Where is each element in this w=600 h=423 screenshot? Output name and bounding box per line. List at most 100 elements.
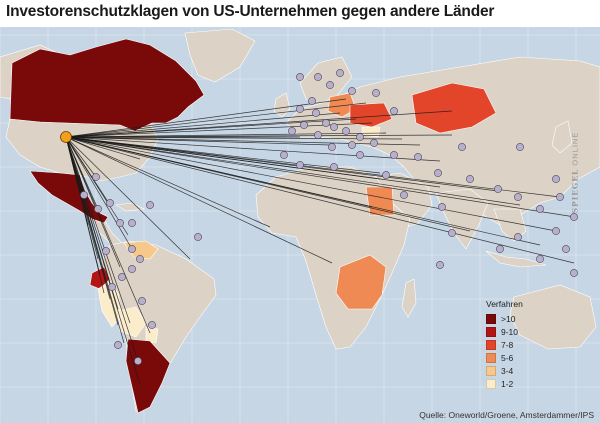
land-australia	[509, 284, 597, 350]
claim-route-line	[65, 136, 97, 178]
country-ukraine	[349, 102, 393, 128]
claim-marker	[458, 143, 466, 151]
country-romania	[361, 126, 381, 138]
claim-marker	[400, 191, 408, 199]
claim-route-line	[65, 136, 85, 196]
claim-marker	[102, 247, 110, 255]
claim-route-line	[65, 136, 271, 228]
legend-label: 9-10	[501, 326, 519, 337]
claim-route-line	[65, 136, 119, 326]
claim-marker	[136, 255, 144, 263]
claim-marker	[494, 185, 502, 193]
claim-marker	[128, 265, 136, 273]
claim-route-line	[65, 136, 333, 264]
claim-route-line	[65, 136, 131, 324]
claim-route-line	[65, 136, 89, 226]
claim-marker	[342, 127, 350, 135]
claim-route-line	[65, 136, 151, 334]
claim-marker	[308, 97, 316, 105]
claim-marker	[312, 109, 320, 117]
claim-marker	[296, 73, 304, 81]
claim-marker	[552, 175, 560, 183]
claim-route-line	[65, 136, 129, 236]
claim-route-line	[65, 136, 121, 268]
country-mexico	[29, 170, 109, 224]
land-cuba	[115, 202, 146, 212]
claim-marker	[414, 153, 422, 161]
claim-route-line	[65, 132, 387, 138]
claim-marker	[514, 233, 522, 241]
claim-marker	[296, 161, 304, 169]
country-kazakhstan	[411, 82, 497, 134]
claim-route-line	[65, 136, 561, 198]
claim-marker	[372, 89, 380, 97]
claim-marker	[328, 143, 336, 151]
claim-route-line	[65, 136, 331, 146]
claim-marker	[390, 107, 398, 115]
legend-swatch	[486, 365, 496, 376]
claim-marker	[314, 131, 322, 139]
watermark-brand: SPIEGEL	[570, 168, 580, 214]
claim-marker	[556, 193, 564, 201]
claim-marker	[106, 199, 114, 207]
country-drc	[335, 254, 387, 310]
legend-swatch	[486, 326, 496, 337]
watermark-suffix: ONLINE	[570, 131, 580, 166]
claim-marker	[326, 81, 334, 89]
claim-marker	[390, 151, 398, 159]
claim-marker	[118, 273, 126, 281]
claim-marker	[300, 121, 308, 129]
claim-markers	[80, 69, 578, 365]
legend-swatch	[486, 378, 496, 389]
claim-marker	[436, 261, 444, 269]
claim-marker	[92, 173, 100, 181]
spiegel-online-watermark: SPIEGEL ONLINE	[571, 132, 580, 214]
claim-marker	[536, 205, 544, 213]
claim-route-line	[65, 110, 453, 138]
legend-swatch	[486, 339, 496, 350]
claim-marker	[448, 229, 456, 237]
claim-route-line	[65, 136, 139, 362]
claim-route-line	[65, 136, 576, 218]
claim-marker	[552, 227, 560, 235]
map-canvas	[0, 27, 600, 423]
claim-route-line	[65, 136, 441, 188]
claim-marker	[348, 141, 356, 149]
claim-marker	[570, 269, 578, 277]
claim-marker	[356, 133, 364, 141]
legend-label: >10	[501, 313, 516, 324]
claim-marker	[194, 233, 202, 241]
claim-marker	[496, 245, 504, 253]
legend-swatch	[486, 313, 496, 324]
claim-marker	[108, 283, 116, 291]
land-japan	[551, 120, 573, 154]
claim-marker	[562, 245, 570, 253]
claim-route-line	[65, 136, 381, 174]
claim-marker	[514, 193, 522, 201]
claim-marker	[434, 169, 442, 177]
claim-route-line	[65, 136, 373, 208]
claim-routes	[65, 98, 576, 386]
page-title: Investorenschutzklagen von US-Unternehme…	[6, 3, 495, 20]
claim-marker	[348, 87, 356, 95]
claim-marker	[330, 123, 338, 131]
legend-item: 1-2	[486, 377, 556, 390]
claim-marker	[116, 219, 124, 227]
claim-route-line	[65, 136, 421, 146]
origin-usa-marker	[60, 131, 72, 143]
world-map	[0, 27, 600, 423]
legend-item: 3-4	[486, 364, 556, 377]
legend-item: 7-8	[486, 338, 556, 351]
claim-marker	[536, 255, 544, 263]
legend-title: Verfahren	[486, 299, 523, 309]
country-canada	[9, 38, 205, 132]
highlighted-countries	[9, 38, 497, 414]
claim-marker	[280, 151, 288, 159]
claim-marker	[466, 175, 474, 183]
claim-marker	[336, 69, 344, 77]
claim-marker	[128, 245, 136, 253]
legend-item: >10	[486, 312, 556, 325]
claim-route-line	[65, 136, 133, 250]
legend-swatch	[486, 352, 496, 363]
claim-marker	[330, 163, 338, 171]
